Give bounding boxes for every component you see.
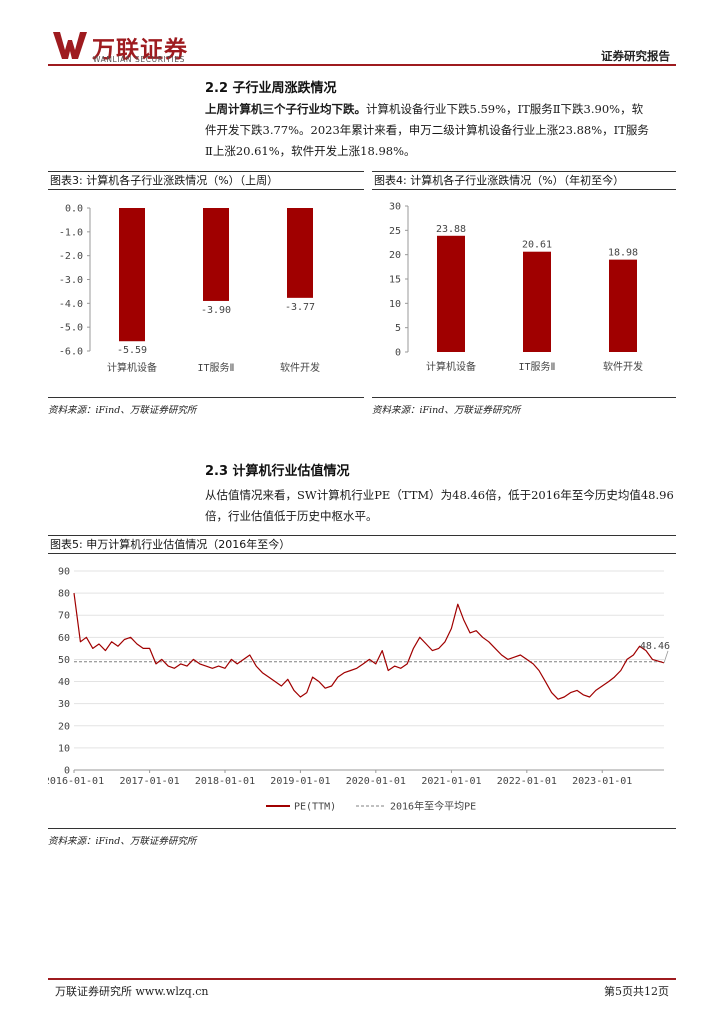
bar [203,208,229,301]
section-2-3-paragraph: 从估值情况来看，SW计算机行业PE（TTM）为48.46倍，低于2016年至今历… [205,485,675,527]
figure3-chart: 0.0 -1.0 -2.0 -3.0 -4.0 -5.0 -6.0 -5.59 计算机设备 -3.… [48,193,364,393]
y-tick-label: 80 [58,589,70,600]
bar [523,251,551,352]
x-tick-label: 2022-01-01 [497,776,557,787]
y-tick-label: 30 [58,699,70,710]
x-tick-label: 2021-01-01 [421,776,481,787]
y-tick-label: 20 [58,721,70,732]
section-2-2-title: 2.2 子行业周涨跌情况 [205,81,337,96]
wanlian-logo-icon [53,30,87,60]
x-category-label: 计算机设备 [107,361,157,374]
data-label: -3.90 [201,305,231,316]
para-line-1: 计算机设备行业下跌5.59%，IT服务Ⅱ下跌3.90%，软 [366,102,644,116]
y-tick-label: 90 [58,567,70,578]
figure3-title: 图表3: 计算机各子行业涨跌情况（%）（上周） [48,171,364,190]
end-value-label: 48.46 [640,641,670,652]
data-label: -3.77 [285,302,315,313]
brand-name-en: WANLIAN SECURITIES [93,55,186,64]
y-tick-label: 0 [395,348,401,359]
figure5-title: 图表5: 申万计算机行业估值情况（2016年至今） [48,535,676,554]
bar [437,235,465,352]
end-label-leader [663,650,669,663]
legend-avg-label: 2016年至今平均PE [390,800,476,813]
y-tick-label: -6.0 [59,347,83,358]
y-tick-label: -2.0 [59,251,83,262]
footer-divider [48,978,676,980]
x-tick-label: 2019-01-01 [270,776,330,787]
x-category-label: 软件开发 [280,361,320,374]
x-tick-label: 2016-01-01 [48,776,104,787]
y-tick-label: 15 [389,275,401,286]
y-tick-label: -4.0 [59,299,83,310]
brand-name-cn: 万联证券 [92,37,188,63]
para-lead: 上周计算机三个子行业均下跌。 [205,102,366,116]
y-tick-label: -1.0 [59,227,83,238]
y-tick-label: 10 [389,299,401,310]
para-line-1: 从估值情况来看，SW计算机行业PE（TTM）为48.46倍，低于2016年至今历… [205,488,674,502]
x-tick-label: 2018-01-01 [195,776,255,787]
y-tick-label: 60 [58,633,70,644]
data-label: -5.59 [117,345,147,356]
page-number: 第5页共12页 [604,985,669,998]
data-label: 18.98 [608,248,638,259]
y-tick-label: 5 [395,323,401,334]
y-tick-label: 25 [389,226,401,237]
figure5-chart: 0 10 20 30 40 50 60 70 80 90 2016-01-01 2017-01-01 2… [44,557,676,824]
y-tick-label: 20 [389,250,401,261]
figure3-source: 资料来源：iFind、万联证券研究所 [48,397,364,416]
y-tick-label: 50 [58,655,70,666]
para-line-3: Ⅱ上涨20.61%，软件开发上涨18.98%。 [205,144,416,158]
figure3-svg: 0.0 -1.0 -2.0 -3.0 -4.0 -5.0 -6.0 -5.59 计算机设备 -3.… [59,204,320,375]
y-tick-label: 0 [64,766,70,777]
data-label: 20.61 [522,240,552,251]
figure5-source: 资料来源：iFind、万联证券研究所 [48,828,676,847]
figure4-source: 资料来源：iFind、万联证券研究所 [372,397,676,416]
figure5-svg: 0 10 20 30 40 50 60 70 80 90 2016-01-01 2017-01-01 2… [44,567,670,813]
figure4-title: 图表4: 计算机各子行业涨跌情况（%）（年初至今） [372,171,676,190]
footer-website: 万联证券研究所 www.wlzq.cn [55,985,209,998]
x-tick-label: 2023-01-01 [572,776,632,787]
y-tick-label: 30 [389,202,401,213]
para-line-2: 倍，行业估值低于历史中枢水平。 [205,509,378,523]
section-2-3-title: 2.3 计算机行业估值情况 [205,464,350,479]
x-category-label: IT服务Ⅱ [198,361,235,374]
bar [119,208,145,342]
x-category-label: IT服务Ⅱ [519,360,556,373]
x-category-label: 软件开发 [603,360,643,373]
y-tick-label: 70 [58,611,70,622]
y-tick-label: 0.0 [65,204,83,215]
pe-ttm-line [73,593,665,700]
y-tick-label: -3.0 [59,275,83,286]
figure4-svg: 0 5 10 15 20 25 30 23.88 计算机设备 20.61 IT服务Ⅱ 18.98 软件开… [389,202,643,374]
legend-pe-label: PE(TTM) [294,802,336,813]
figure4-chart: 0 5 10 15 20 25 30 23.88 计算机设备 20.61 IT服务Ⅱ 18.98 软件开… [372,193,676,393]
para-line-2: 件开发下跌3.77%。2023年累计来看，申万二级计算机设备行业上涨23.88%… [205,123,649,137]
y-tick-label: -5.0 [59,323,83,334]
y-tick-label: 40 [58,677,70,688]
x-tick-label: 2020-01-01 [346,776,406,787]
bar [609,259,637,352]
bar [287,208,313,298]
section-2-2-paragraph: 上周计算机三个子行业均下跌。计算机设备行业下跌5.59%，IT服务Ⅱ下跌3.90… [205,99,675,162]
data-label: 23.88 [436,224,466,235]
document-type: 证券研究报告 [601,49,670,63]
x-category-label: 计算机设备 [426,360,476,373]
x-tick-label: 2017-01-01 [119,776,179,787]
y-tick-label: 10 [58,743,70,754]
header-divider [48,64,676,66]
